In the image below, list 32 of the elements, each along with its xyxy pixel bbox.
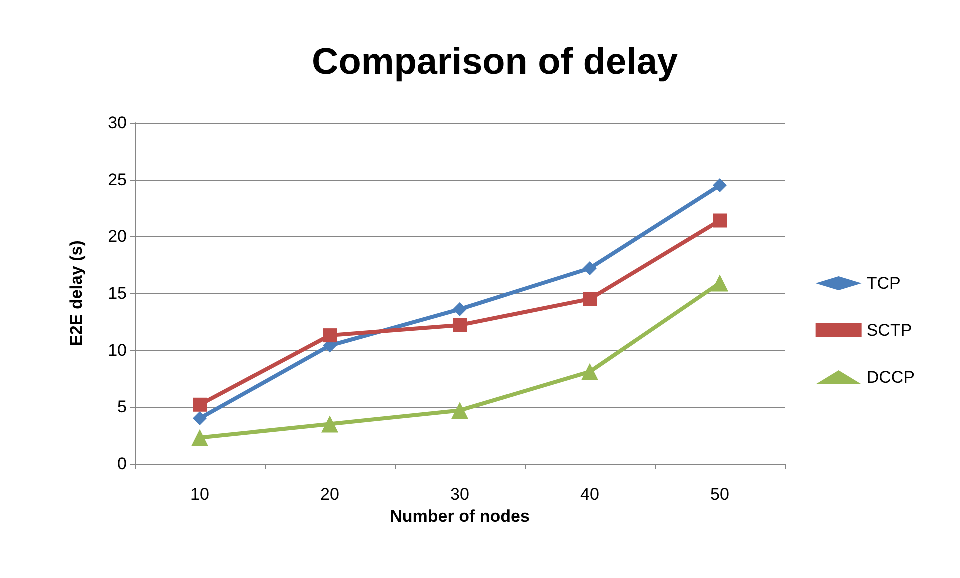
y-tick-label: 15 [108, 284, 127, 303]
y-tick-label: 25 [108, 170, 127, 190]
x-axis-title: Number of nodes [390, 507, 530, 526]
x-tick-label: 50 [710, 485, 730, 504]
legend-label: DCCP [866, 368, 916, 387]
x-tick-label: 10 [190, 485, 210, 504]
y-axis-title: E2E delay (s) [67, 240, 86, 346]
point [713, 178, 727, 193]
point [453, 318, 467, 332]
point [582, 363, 598, 380]
point [453, 302, 467, 316]
legend-label: TCP [866, 274, 901, 293]
x-tick-label: 40 [580, 485, 600, 504]
point [323, 328, 337, 343]
y-tick-label: 5 [118, 398, 127, 417]
point [192, 429, 208, 446]
legend-label: SCTP [866, 321, 912, 340]
point [712, 274, 728, 292]
point [193, 412, 207, 426]
y-tick-label: 30 [108, 114, 127, 132]
x-tick-label: 20 [320, 485, 340, 504]
y-tick-label: 20 [108, 227, 127, 246]
point [583, 261, 597, 276]
y-tick-label: 10 [108, 340, 127, 360]
x-tick-label: 30 [450, 485, 470, 504]
point [322, 416, 338, 433]
y-tick-label: 0 [118, 454, 127, 474]
point [583, 292, 597, 306]
point [193, 398, 207, 412]
point [452, 402, 468, 420]
chart-title: Comparison of delay [312, 41, 678, 82]
point [713, 214, 727, 228]
